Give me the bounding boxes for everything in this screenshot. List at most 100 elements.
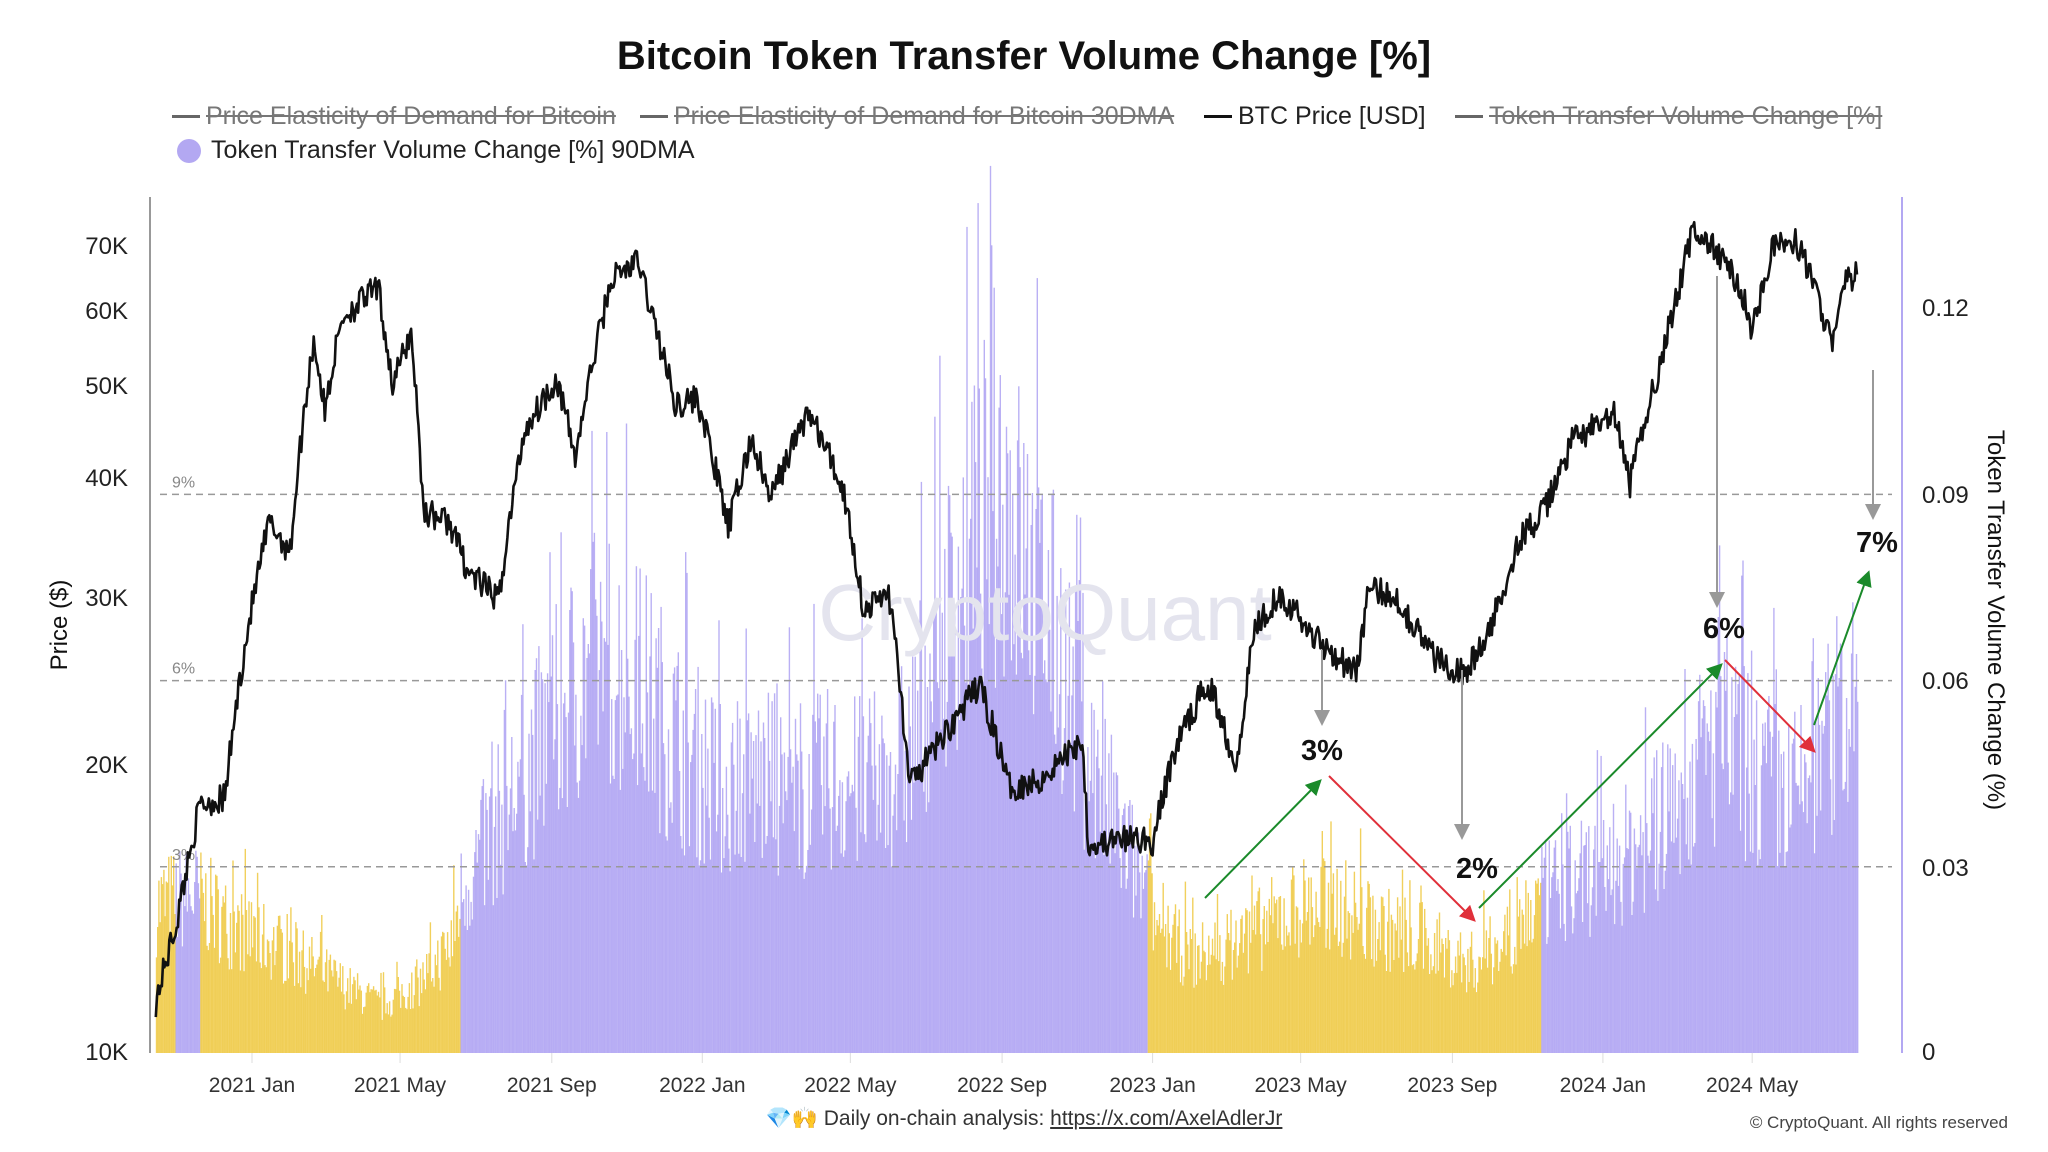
volume-change-bar xyxy=(1236,967,1238,1053)
volume-change-bar xyxy=(1763,745,1765,1053)
volume-change-bar xyxy=(898,677,900,1053)
volume-change-bar xyxy=(1607,879,1610,1053)
volume-change-bar xyxy=(903,820,905,1053)
legend-item-token-transfer-90dma[interactable]: Token Transfer Volume Change [%] 90DMA xyxy=(177,136,695,165)
volume-change-bar xyxy=(566,807,568,1053)
volume-change-bar xyxy=(1693,846,1695,1053)
volume-change-bar xyxy=(1822,733,1824,1053)
volume-change-bar xyxy=(574,745,576,1053)
volume-change-bar xyxy=(1136,835,1138,1053)
volume-change-bar xyxy=(1107,852,1109,1053)
footer-link[interactable]: https://x.com/AxelAdlerJr xyxy=(1050,1107,1283,1130)
volume-change-bar xyxy=(1187,944,1189,1053)
volume-change-bar xyxy=(427,973,429,1053)
volume-change-bar xyxy=(1833,820,1835,1053)
volume-change-bar xyxy=(245,910,248,1053)
volume-change-bar xyxy=(1800,705,1802,1053)
volume-change-bar xyxy=(747,713,750,1053)
volume-change-bar xyxy=(238,910,240,1053)
volume-change-bar xyxy=(569,610,571,1053)
volume-change-bar xyxy=(1147,860,1150,1053)
volume-change-bar xyxy=(1818,724,1821,1053)
volume-change-bar xyxy=(1387,921,1389,1053)
volume-change-bar xyxy=(1512,964,1515,1053)
volume-change-bar xyxy=(1063,728,1066,1053)
volume-change-bar xyxy=(1621,925,1623,1053)
volume-change-bar xyxy=(892,815,894,1053)
volume-change-bar xyxy=(197,883,200,1053)
volume-change-bar xyxy=(1538,895,1541,1053)
volume-change-bar xyxy=(532,734,534,1053)
annotation-label: 2% xyxy=(1456,853,1498,885)
volume-change-bar xyxy=(1728,804,1731,1053)
volume-change-bar xyxy=(1282,949,1284,1053)
volume-change-bar xyxy=(1009,450,1011,1053)
volume-change-bar xyxy=(623,697,625,1053)
volume-change-bar xyxy=(844,850,846,1053)
volume-change-bar xyxy=(1648,863,1650,1053)
volume-change-bar xyxy=(407,996,409,1053)
volume-change-bar xyxy=(1002,504,1004,1053)
volume-change-bar xyxy=(731,722,734,1053)
volume-change-bar xyxy=(1507,935,1510,1053)
volume-change-bar xyxy=(1577,890,1579,1053)
volume-change-bar xyxy=(633,753,635,1053)
volume-change-bar xyxy=(529,811,531,1053)
volume-change-bar xyxy=(1764,722,1766,1053)
volume-change-bar xyxy=(562,703,565,1053)
volume-change-bar xyxy=(636,785,639,1053)
volume-change-bar xyxy=(564,692,566,1053)
volume-change-bar xyxy=(1404,897,1406,1053)
volume-change-bar xyxy=(446,932,449,1053)
legend-item-price-elasticity[interactable]: Price Elasticity of Demand for Bitcoin xyxy=(172,102,616,131)
volume-change-bar xyxy=(217,889,219,1053)
volume-change-bar xyxy=(762,722,765,1053)
volume-change-bar xyxy=(889,752,892,1053)
volume-change-bar xyxy=(1799,804,1801,1053)
volume-change-bar xyxy=(944,548,946,1053)
volume-change-bar xyxy=(1327,882,1330,1053)
volume-change-bar xyxy=(801,751,803,1053)
x-tick-label: 2023 Jan xyxy=(1109,1074,1196,1097)
volume-change-bar xyxy=(196,856,198,1053)
volume-change-bar xyxy=(1686,797,1689,1053)
volume-change-bar xyxy=(714,708,716,1053)
left-tick-label: 10K xyxy=(85,1039,128,1066)
volume-change-bar xyxy=(477,834,480,1053)
volume-change-bar xyxy=(1647,855,1649,1053)
volume-change-bar xyxy=(910,819,913,1053)
volume-change-bar xyxy=(786,800,788,1053)
volume-change-bar xyxy=(1374,909,1377,1053)
volume-change-bar xyxy=(782,823,784,1053)
legend-item-price-elasticity-30dma[interactable]: Price Elasticity of Demand for Bitcoin 3… xyxy=(640,102,1174,131)
volume-change-bar xyxy=(1352,932,1354,1053)
volume-change-bar xyxy=(530,709,533,1053)
volume-change-bar xyxy=(852,791,855,1053)
volume-change-bar xyxy=(735,810,737,1053)
volume-change-bar xyxy=(1715,691,1717,1053)
volume-change-bar xyxy=(186,911,188,1053)
volume-change-bar xyxy=(629,734,631,1053)
volume-change-bar xyxy=(1248,911,1251,1053)
volume-change-bar xyxy=(1637,847,1639,1053)
volume-change-bar xyxy=(1776,866,1779,1053)
volume-change-bar xyxy=(835,831,837,1053)
volume-change-bar xyxy=(1600,755,1602,1053)
volume-change-bar xyxy=(614,700,617,1053)
volume-change-bar xyxy=(289,940,291,1053)
volume-change-bar xyxy=(1641,855,1643,1053)
volume-change-bar xyxy=(1113,772,1115,1053)
volume-change-bar xyxy=(791,782,793,1053)
volume-change-bar xyxy=(471,919,473,1053)
volume-change-bar xyxy=(930,701,932,1053)
legend-item-token-transfer[interactable]: Token Transfer Volume Change [%] xyxy=(1455,102,1882,131)
volume-change-bar xyxy=(1042,673,1045,1053)
volume-change-bar xyxy=(1435,973,1437,1053)
volume-change-bar xyxy=(576,782,578,1053)
volume-change-bar xyxy=(1505,955,1507,1053)
volume-change-bar xyxy=(1169,969,1172,1053)
legend-item-btc-price[interactable]: BTC Price [USD] xyxy=(1204,102,1426,131)
trend-down-arrow xyxy=(1328,775,1476,922)
volume-change-bar xyxy=(1346,938,1348,1053)
volume-change-bar xyxy=(317,959,319,1053)
